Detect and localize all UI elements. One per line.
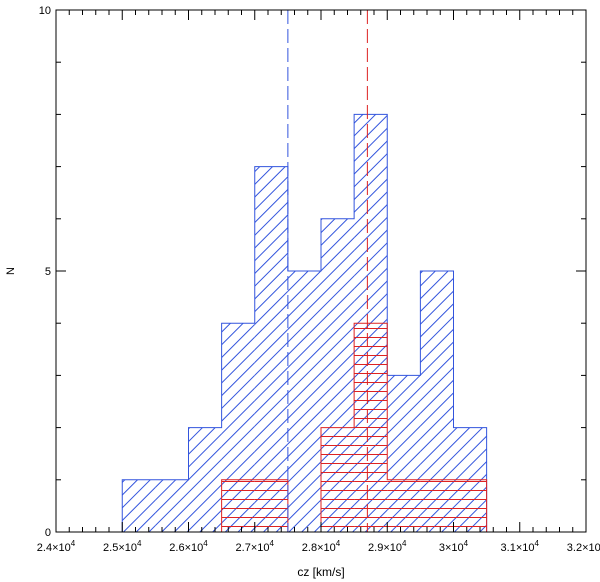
series-2-bin-1	[221, 479, 255, 532]
x-tick-label: 2.7×104	[236, 539, 275, 554]
x-tick-label: 3×104	[439, 539, 469, 554]
x-tick-label: 2.5×104	[103, 539, 142, 554]
y-tick-label: 0	[45, 527, 51, 539]
series-1-bin-1	[122, 479, 156, 532]
x-tick-label: 2.4×104	[37, 539, 76, 554]
series-1-bin-2	[155, 479, 189, 532]
series-1	[121, 113, 488, 533]
series-2-bin-5	[387, 479, 421, 532]
series-1-bin-3	[188, 427, 222, 532]
x-tick-label: 3.2×104	[567, 539, 600, 554]
x-tick-label: 3.1×104	[501, 539, 540, 554]
series-1-bin-6	[287, 271, 321, 532]
y-tick-label: 10	[39, 5, 51, 17]
x-tick-label: 2.8×104	[302, 539, 341, 554]
axis-ticks: 2.4×104 2.5×104 2.6×104 2.7×104 2.8×104 2.9×1…	[37, 5, 600, 554]
series-1-bin-5	[254, 166, 288, 532]
series-1-outline	[121, 113, 488, 532]
series-2-bin-2	[254, 479, 288, 532]
y-axis-label: N	[5, 267, 17, 275]
series-2-bin-3	[321, 427, 355, 532]
y-tick-label: 5	[45, 266, 51, 278]
series-layer	[56, 113, 586, 533]
series-2-bin-7	[453, 479, 487, 532]
x-tick-label: 2.9×104	[368, 539, 407, 554]
x-axis-label: cz [km/s]	[297, 565, 344, 579]
series-2-bin-6	[420, 479, 454, 532]
x-tick-label: 2.6×104	[169, 539, 208, 554]
series-2-bin-4	[354, 323, 388, 532]
mean-lines	[287, 10, 368, 532]
series-2	[221, 322, 488, 533]
